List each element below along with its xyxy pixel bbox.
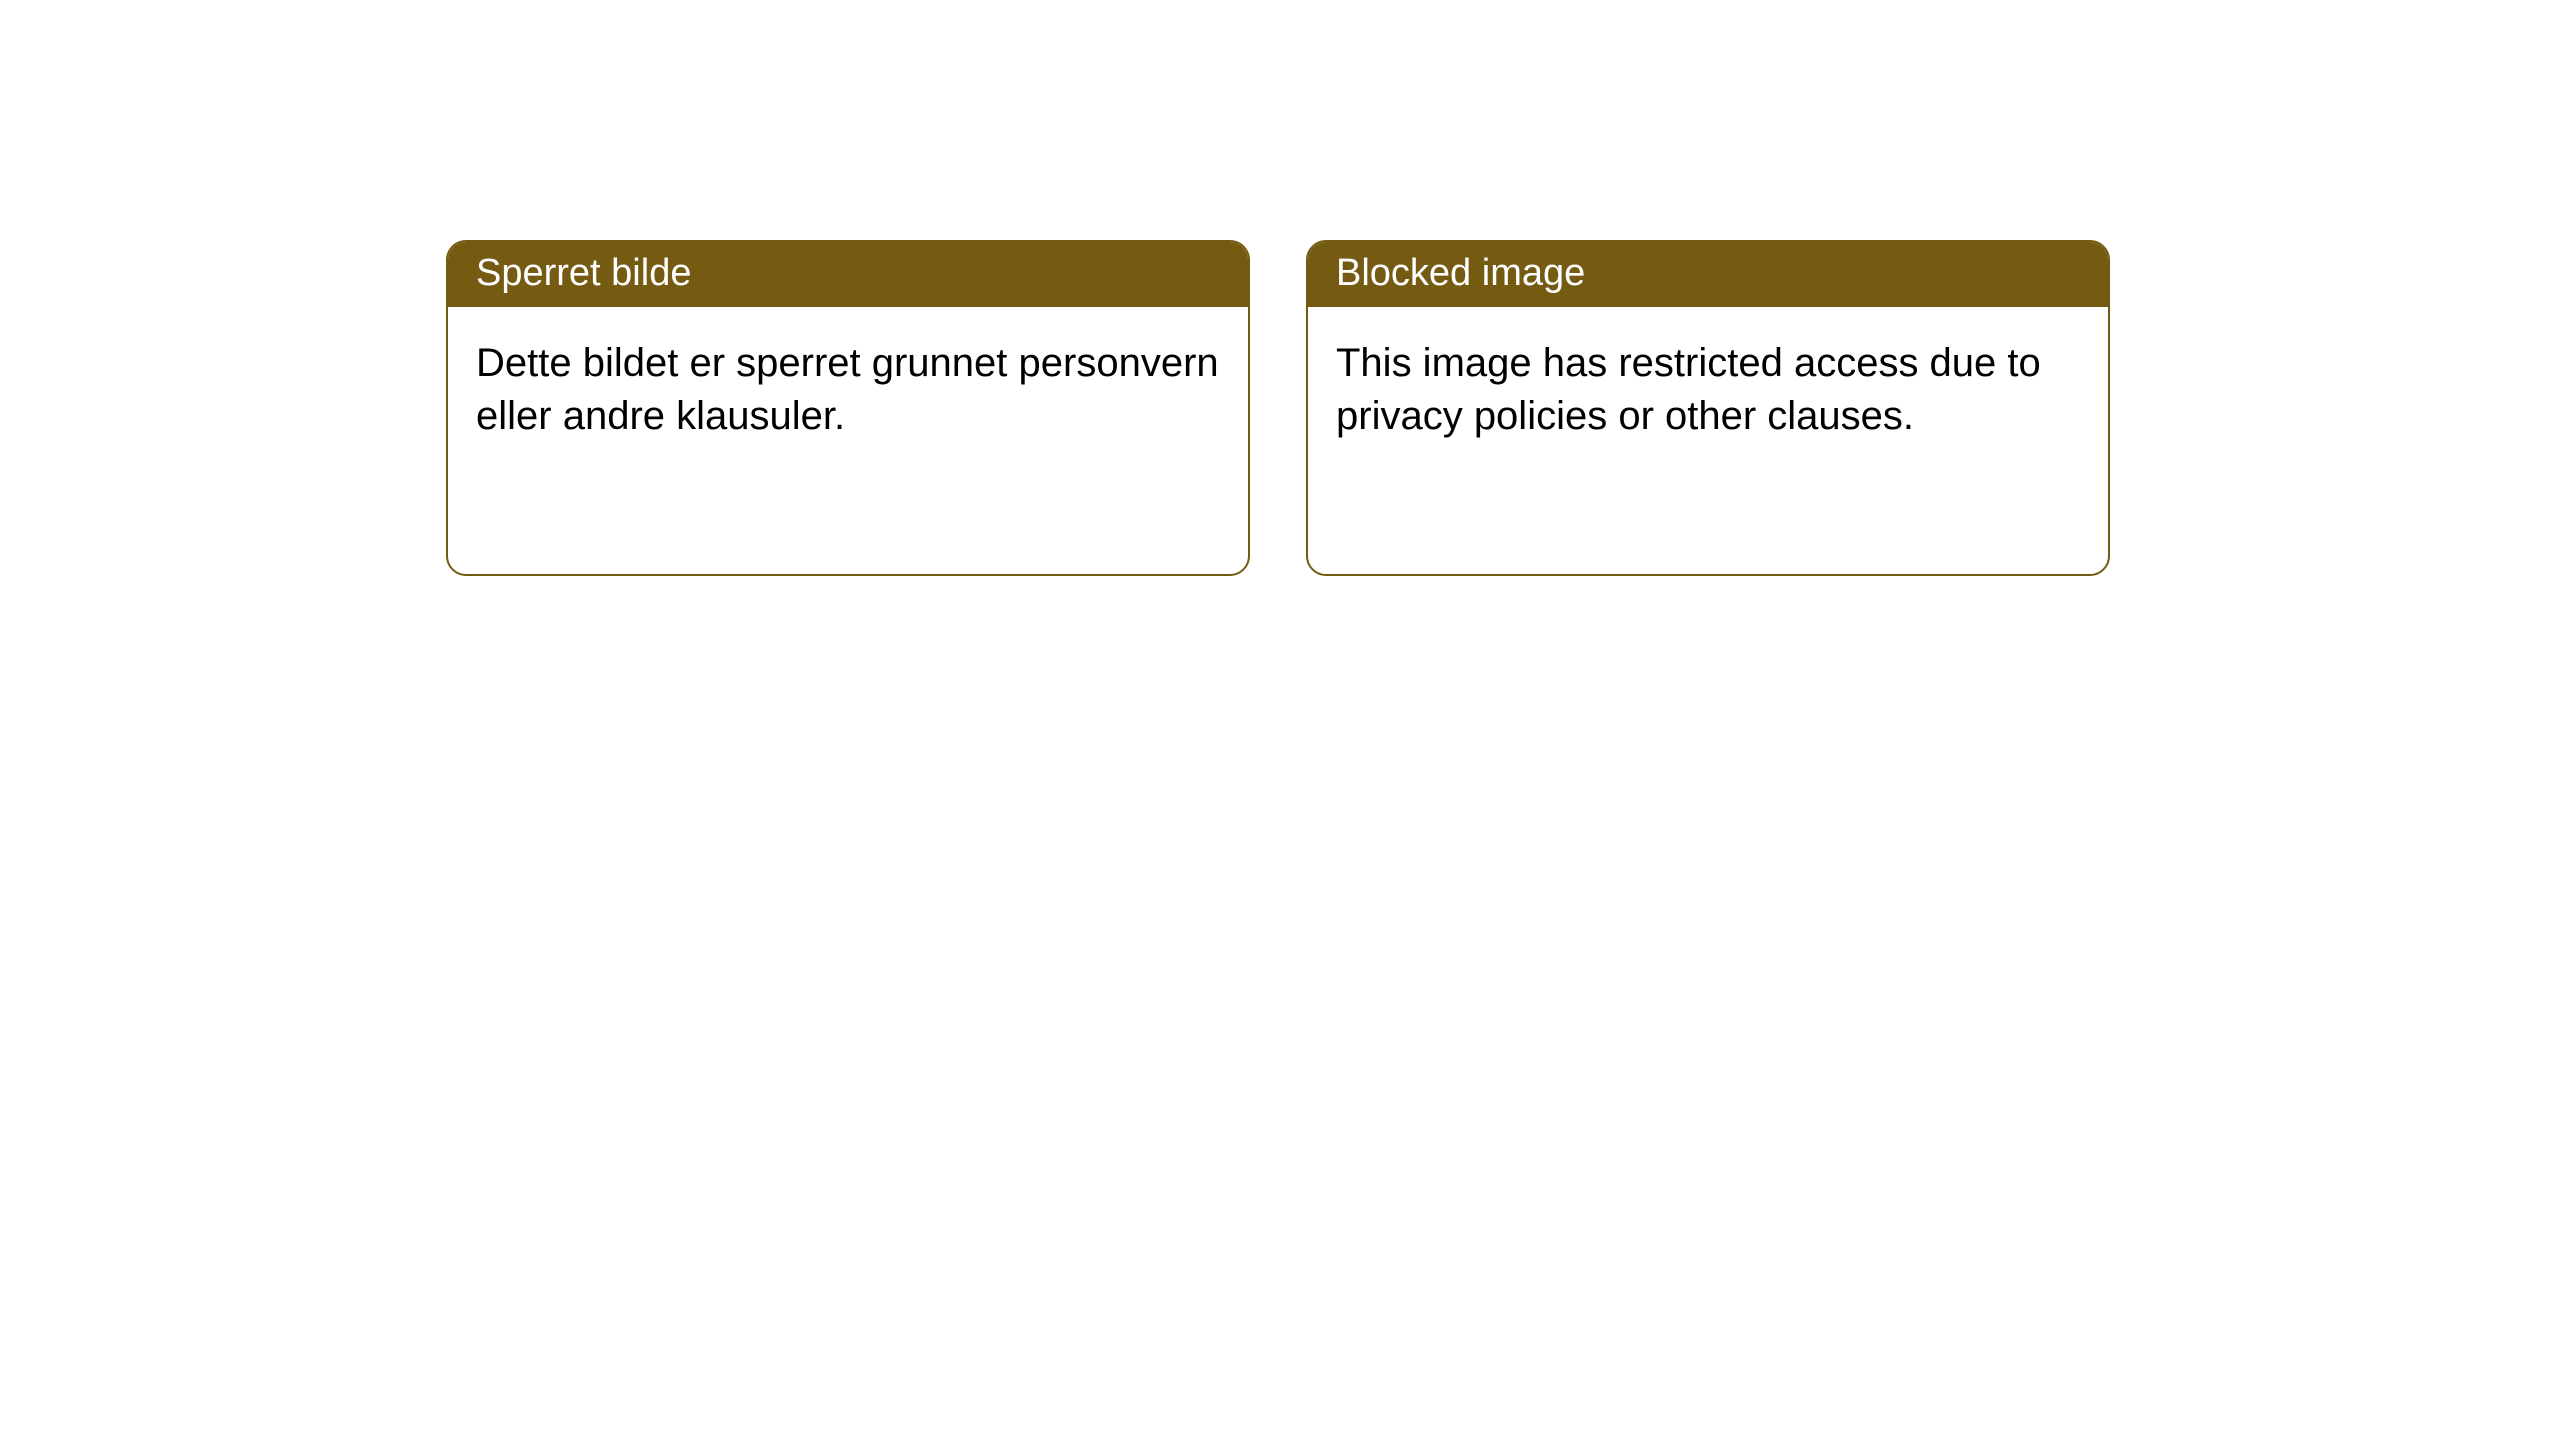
card-body: This image has restricted access due to … <box>1308 307 2108 463</box>
card-header: Sperret bilde <box>448 242 1248 307</box>
notice-card-norwegian: Sperret bilde Dette bildet er sperret gr… <box>446 240 1250 576</box>
card-body: Dette bildet er sperret grunnet personve… <box>448 307 1248 463</box>
notice-container: Sperret bilde Dette bildet er sperret gr… <box>446 240 2110 576</box>
card-header: Blocked image <box>1308 242 2108 307</box>
notice-card-english: Blocked image This image has restricted … <box>1306 240 2110 576</box>
